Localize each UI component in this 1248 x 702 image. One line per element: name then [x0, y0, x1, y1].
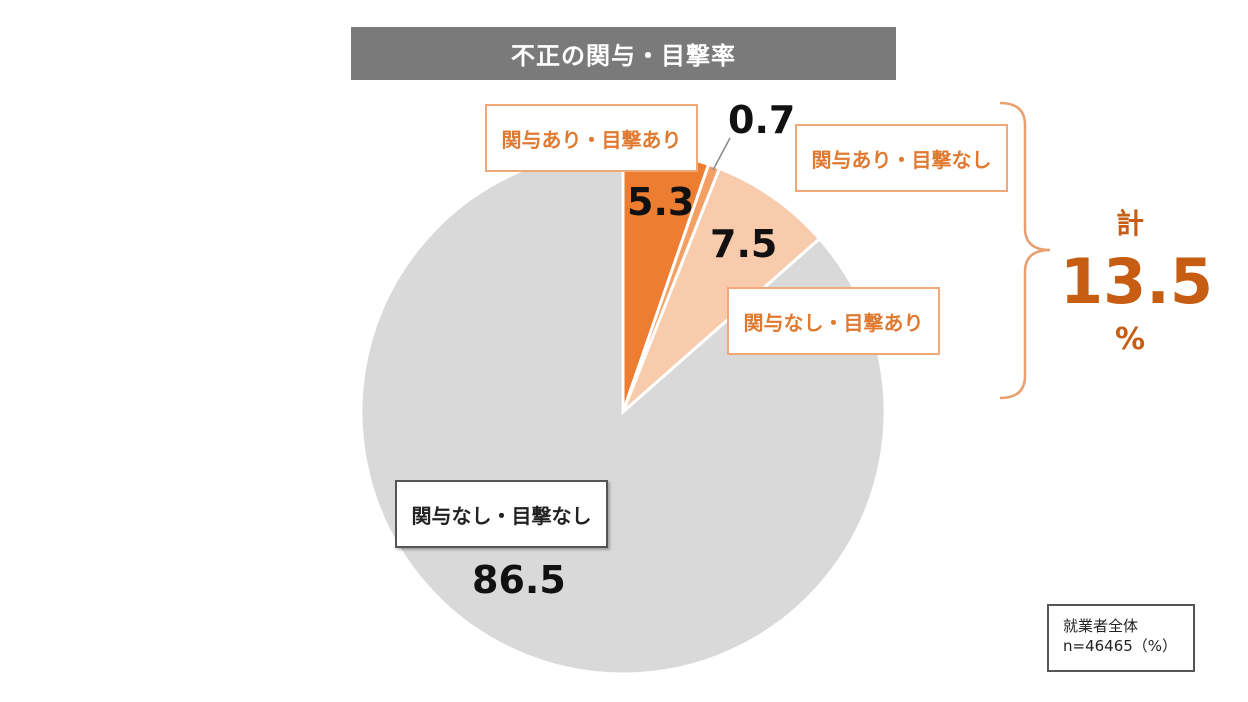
sample-note-line2: n=46465（%）: [1063, 637, 1178, 655]
chart-title: 不正の関与・目撃率: [351, 27, 896, 80]
pie-slice-2: [621, 166, 822, 414]
total-bracket: [999, 101, 1051, 400]
value-label-0-7: 0.7: [728, 98, 796, 142]
value-label-7-5: 7.5: [710, 222, 778, 266]
total-unit: %: [1114, 322, 1146, 357]
sample-note: 就業者全体 n=46465（%）: [1047, 604, 1195, 672]
callout-involved-not-witnessed: 関与あり・目撃なし: [795, 124, 1008, 192]
leader-line-0-7: [712, 137, 731, 171]
value-label-5-3: 5.3: [627, 180, 695, 224]
callout-not-involved-not-witnessed: 関与なし・目撃なし: [395, 480, 608, 548]
total-label: 計: [1115, 207, 1144, 240]
value-label-86-5: 86.5: [472, 558, 566, 602]
callout-not-involved-witnessed: 関与なし・目撃あり: [727, 287, 940, 355]
sample-note-line1: 就業者全体: [1063, 617, 1139, 635]
callout-involved-witnessed: 関与あり・目撃あり: [485, 104, 698, 172]
total-value: 13.5: [1060, 245, 1213, 318]
